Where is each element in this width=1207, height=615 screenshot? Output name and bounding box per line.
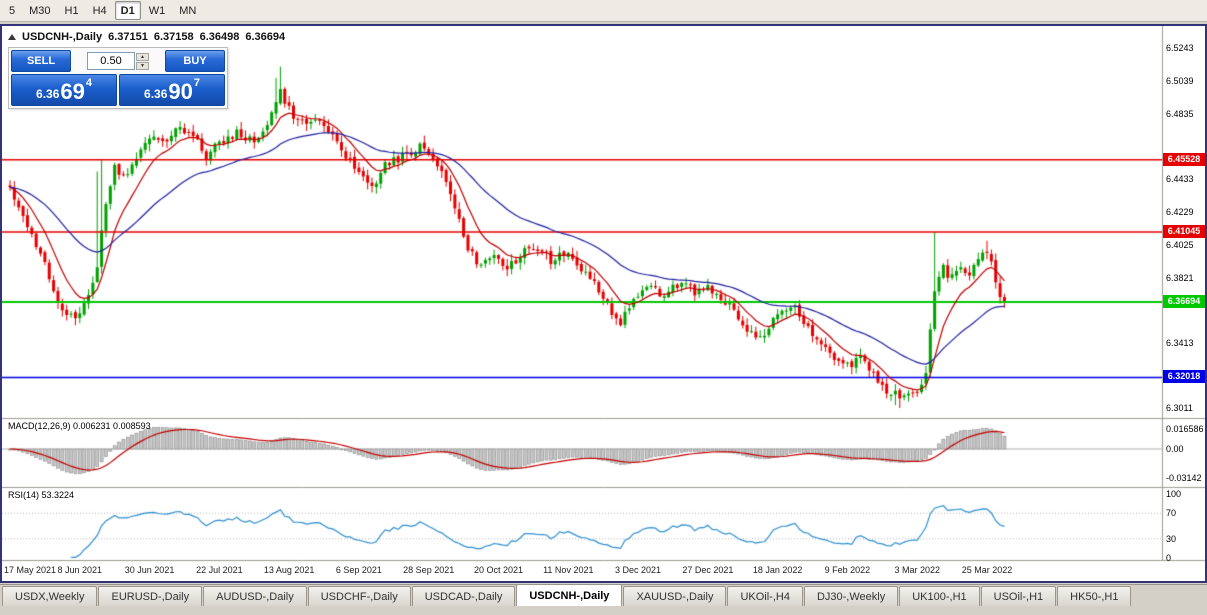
quote-bar: USDCNH-,Daily 6.37151 6.37158 6.36498 6.…	[8, 31, 285, 43]
chart-tab-ukoil-h4[interactable]: UKOil-,H4	[727, 586, 803, 606]
timeframe-button-m30[interactable]: M30	[29, 4, 51, 17]
timeframe-button-h1[interactable]: H1	[64, 4, 79, 17]
macd-indicator-label: MACD(12,26,9) 0.006231 0.008593	[8, 421, 151, 431]
timeframe-toolbar: 5 M30 H1 H4 D1 W1 MN	[0, 0, 1207, 22]
chart-tab-eurusd-daily[interactable]: EURUSD-,Daily	[98, 586, 203, 606]
sell-price-pips: 69	[60, 79, 85, 104]
buy-price-pips: 90	[168, 79, 193, 104]
buy-button[interactable]: BUY	[165, 50, 225, 72]
one-click-panel-toggle-icon[interactable]	[8, 34, 16, 40]
sell-button[interactable]: SELL	[11, 50, 71, 72]
quote-open: 6.37151	[108, 31, 148, 43]
quote-low: 6.36498	[199, 31, 240, 43]
chart-tab-usdcad-daily[interactable]: USDCAD-,Daily	[411, 586, 516, 606]
timeframe-button-h4[interactable]: H4	[92, 4, 107, 17]
chart-tab-usdcnh-daily[interactable]: USDCNH-,Daily	[516, 584, 623, 606]
quote-close: 6.36694	[245, 31, 286, 43]
volume-increase-button[interactable]: ▲	[136, 52, 149, 61]
timeframe-button-5[interactable]: 5	[9, 4, 16, 17]
timeframe-button-w1[interactable]: W1	[148, 4, 166, 17]
buy-price-point: 7	[193, 77, 200, 89]
volume-input[interactable]	[87, 52, 135, 70]
chart-tab-uk100-h1[interactable]: UK100-,H1	[899, 586, 980, 606]
rsi-indicator-label: RSI(14) 53.3224	[8, 490, 75, 500]
buy-price-base: 6.36	[144, 87, 168, 101]
chart-tab-usoil-h1[interactable]: USOil-,H1	[980, 586, 1057, 606]
chart-tabs-bar: USDX,Weekly EURUSD-,Daily AUDUSD-,Daily USD…	[0, 584, 1207, 606]
chart-tab-hk50-h1[interactable]: HK50-,H1	[1057, 586, 1132, 606]
sell-price-point: 4	[85, 77, 92, 89]
chart-window: 6.5243 6.5039 6.4835 6.4433 6.4229 6.4025 6.38…	[0, 24, 1207, 583]
price-chart-canvas[interactable]	[2, 26, 1205, 581]
sell-price-base: 6.36	[36, 87, 60, 101]
sell-price-button[interactable]: 6.36 69 4	[11, 74, 117, 106]
timeframe-button-mn[interactable]: MN	[179, 4, 197, 17]
buy-price-button[interactable]: 6.36 90 7	[119, 74, 225, 106]
chart-tab-audusd-daily[interactable]: AUDUSD-,Daily	[203, 586, 307, 606]
quote-high: 6.37158	[153, 31, 194, 43]
volume-spinner: ▲ ▼	[136, 52, 149, 70]
chart-tab-usdx-weekly[interactable]: USDX,Weekly	[2, 586, 98, 606]
chart-symbol-title: USDCNH-,Daily	[22, 31, 103, 43]
volume-control: ▲ ▼	[73, 51, 163, 71]
one-click-trading-panel: SELL ▲ ▼ BUY 6.36 69 4 6.36 90 7	[8, 47, 228, 109]
timeframe-button-d1[interactable]: D1	[114, 1, 141, 20]
chart-tab-xauusd-daily[interactable]: XAUUSD-,Daily	[623, 586, 727, 606]
chart-tab-usdchf-daily[interactable]: USDCHF-,Daily	[307, 586, 411, 606]
volume-decrease-button[interactable]: ▼	[136, 61, 149, 70]
chart-tab-dj30-weekly[interactable]: DJ30-,Weekly	[803, 586, 899, 606]
